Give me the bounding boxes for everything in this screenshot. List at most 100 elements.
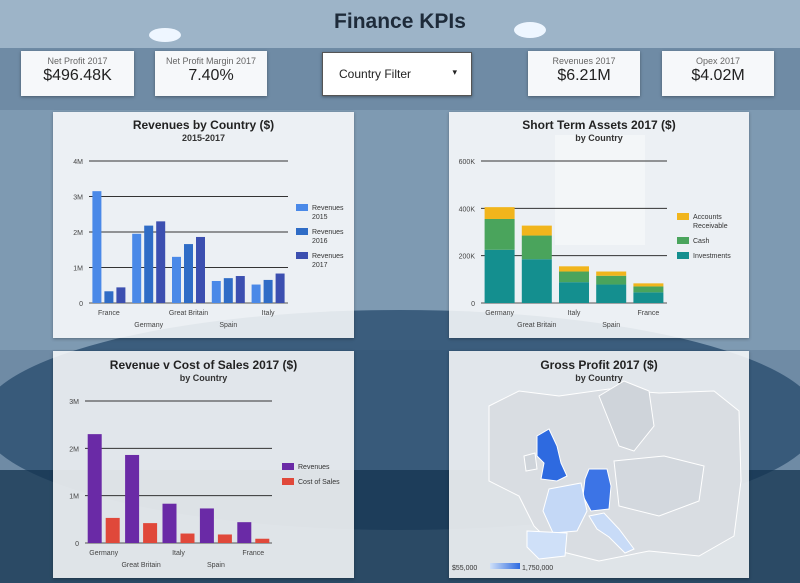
chart-title: Revenue v Cost of Sales 2017 ($) [109, 358, 298, 372]
bar[interactable] [633, 292, 664, 303]
bar[interactable] [132, 233, 142, 303]
country-filter-dropdown[interactable]: Country Filter ▾ [322, 52, 472, 96]
bar[interactable] [162, 503, 177, 543]
map-region-italy[interactable] [588, 512, 635, 554]
bar[interactable] [251, 284, 261, 303]
bar[interactable] [559, 282, 589, 303]
bar[interactable] [144, 225, 154, 303]
revenues-by-country-chart: 0 1M 2M 3M 4M France Germany Great Britain Spain… [73, 159, 344, 329]
kpi-net-profit-value: $496.48K [43, 67, 112, 84]
bar[interactable] [104, 291, 114, 303]
y-tick-label: 1M [69, 494, 79, 501]
map-region-spain[interactable] [526, 530, 568, 560]
x-tick-label: Germany [134, 322, 163, 329]
x-tick-label: Italy [262, 310, 275, 317]
map-title: Gross Profit 2017 ($) [540, 358, 658, 372]
legend-label: Revenues [312, 229, 344, 236]
legend-label: Investments [693, 253, 731, 260]
y-tick-label: 2M [73, 230, 83, 237]
legend-label: 2017 [312, 262, 328, 269]
bar[interactable] [237, 522, 252, 543]
y-tick-label: 1M [73, 266, 83, 273]
bar[interactable] [484, 207, 515, 219]
map-region-germany[interactable] [582, 468, 612, 512]
kpi-net-profit-margin-label: Net Profit Margin 2017 [165, 56, 257, 66]
bar[interactable] [633, 286, 664, 293]
y-tick-label: 3M [69, 399, 79, 406]
bar[interactable] [255, 538, 270, 543]
bar[interactable] [596, 271, 627, 276]
legend-label: 2016 [312, 238, 328, 245]
legend-swatch [296, 204, 308, 211]
bar[interactable] [143, 523, 158, 543]
kpi-revenues-value: $6.21M [557, 67, 611, 84]
map-region-france[interactable] [542, 482, 588, 534]
bar[interactable] [235, 276, 245, 303]
y-tick-label: 0 [75, 541, 79, 548]
legend-label: Cost of Sales [298, 479, 340, 486]
map-region-great-britain[interactable] [536, 428, 568, 482]
kpi-opex: Opex 2017 $4.02M [662, 51, 774, 96]
bar[interactable] [156, 221, 166, 303]
page-title: Finance KPIs [334, 10, 466, 33]
bar[interactable] [172, 256, 181, 303]
bar[interactable] [521, 235, 552, 260]
bar[interactable] [559, 271, 589, 283]
legend-swatch [677, 213, 689, 220]
y-tick-label: 400K [459, 206, 476, 213]
bar[interactable] [116, 287, 126, 303]
x-tick-label: Spain [207, 562, 225, 569]
bar[interactable] [596, 275, 627, 285]
bar[interactable] [263, 279, 273, 303]
bar[interactable] [223, 278, 233, 303]
bar[interactable] [275, 273, 285, 303]
legend-swatch [296, 228, 308, 235]
bar[interactable] [199, 508, 214, 543]
legend-label: Cash [693, 238, 709, 245]
bar[interactable] [87, 434, 102, 543]
chart-subtitle: 2015-2017 [181, 133, 226, 143]
y-tick-label: 3M [73, 195, 83, 202]
legend-swatch [677, 252, 689, 259]
x-tick-label: Italy [172, 550, 185, 557]
short-term-assets-panel: Short Term Assets 2017 ($) by Country 0 2… [449, 112, 749, 338]
kpi-net-profit-margin-value: 7.40% [188, 67, 234, 84]
bar[interactable] [184, 244, 193, 303]
y-tick-label: 0 [471, 301, 475, 308]
y-tick-label: 2M [69, 446, 79, 453]
bar[interactable] [196, 236, 205, 303]
bar[interactable] [211, 280, 221, 303]
bar[interactable] [125, 454, 140, 543]
x-tick-label: Great Britain [121, 562, 160, 569]
x-tick-label: Spain [219, 322, 237, 329]
chart-title: Revenues by Country ($) [132, 118, 275, 132]
y-tick-label: 600K [459, 159, 476, 166]
gross-profit-map[interactable]: $55,000 1,750,000 [449, 351, 749, 578]
map-region-eastern-europe [613, 455, 705, 517]
bar[interactable] [521, 259, 552, 303]
bar[interactable] [596, 284, 627, 303]
kpi-net-profit: Net Profit 2017 $496.48K [21, 51, 134, 96]
legend-label: 2015 [312, 214, 328, 221]
bar[interactable] [521, 225, 552, 236]
bar[interactable] [559, 266, 589, 272]
bar[interactable] [484, 249, 515, 303]
chart-title: Short Term Assets 2017 ($) [522, 118, 676, 132]
bar[interactable] [633, 283, 664, 287]
x-tick-label: Spain [602, 322, 620, 329]
bar[interactable] [180, 533, 195, 543]
legend-label: Accounts [693, 214, 722, 221]
legend-label: Revenues [312, 205, 344, 212]
y-tick-label: 200K [459, 254, 476, 261]
kpi-net-profit-margin: Net Profit Margin 2017 7.40% [155, 51, 267, 96]
chevron-down-icon[interactable]: ▾ [452, 67, 457, 77]
bar[interactable] [217, 534, 232, 543]
bar[interactable] [484, 218, 515, 250]
gross-profit-map-panel: Gross Profit 2017 ($) by Country $55,000… [449, 351, 749, 578]
bar[interactable] [92, 191, 102, 303]
map-scale-max: 1,750,000 [522, 565, 553, 572]
map-subtitle: by Country [575, 373, 623, 383]
bar[interactable] [105, 517, 120, 543]
legend-swatch [282, 478, 294, 485]
